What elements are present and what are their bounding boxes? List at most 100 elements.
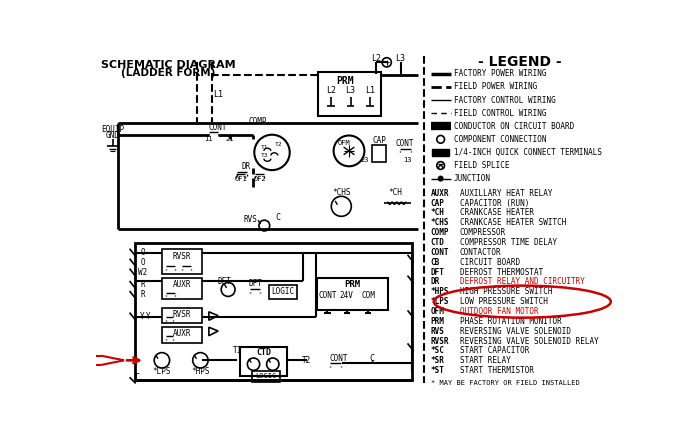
- Text: *CHS: *CHS: [332, 188, 351, 197]
- Text: *CH: *CH: [389, 188, 402, 197]
- Text: LOGIC: LOGIC: [272, 287, 294, 296]
- Text: CONDUCTOR ON CIRCUIT BOARD: CONDUCTOR ON CIRCUIT BOARD: [453, 122, 574, 131]
- Text: FIELD SPLICE: FIELD SPLICE: [453, 161, 509, 170]
- Text: (LADDER FORM): (LADDER FORM): [121, 68, 215, 78]
- Text: LOGIC: LOGIC: [255, 374, 276, 379]
- Bar: [318, 72, 382, 116]
- Text: HIGH PRESSURE SWITCH: HIGH PRESSURE SWITCH: [460, 287, 553, 296]
- Bar: [239, 347, 287, 376]
- Text: R: R: [140, 280, 145, 290]
- Text: FACTORY POWER WIRING: FACTORY POWER WIRING: [453, 69, 547, 78]
- Text: OUTDOOR FAN MOTOR: OUTDOOR FAN MOTOR: [460, 307, 538, 316]
- Text: FIELD CONTROL WIRING: FIELD CONTROL WIRING: [453, 109, 547, 118]
- Text: CONT: CONT: [209, 123, 227, 132]
- Text: LOW PRESSURE SWITCH: LOW PRESSURE SWITCH: [460, 297, 548, 306]
- Text: DEFROST RELAY AND CIRCUITRY: DEFROST RELAY AND CIRCUITRY: [460, 277, 585, 286]
- Text: T2: T2: [274, 142, 282, 147]
- Text: CONT: CONT: [330, 354, 348, 363]
- Bar: [269, 285, 297, 299]
- Text: COM: COM: [361, 291, 376, 300]
- Bar: [162, 327, 202, 343]
- Text: DR: DR: [242, 162, 251, 171]
- Text: CTD: CTD: [256, 348, 271, 357]
- Text: COMP: COMP: [431, 228, 449, 237]
- Text: L3: L3: [345, 86, 356, 95]
- Text: OFM: OFM: [337, 140, 350, 146]
- Text: Y: Y: [146, 312, 150, 321]
- Text: * MAY BE FACTORY OR FIELD INSTALLED: * MAY BE FACTORY OR FIELD INSTALLED: [431, 381, 579, 386]
- Text: C: C: [369, 354, 375, 363]
- Bar: [317, 278, 389, 310]
- Text: RVSR: RVSR: [431, 337, 449, 346]
- Text: *LPS: *LPS: [431, 297, 449, 306]
- Text: CRANKCASE HEATER SWITCH: CRANKCASE HEATER SWITCH: [460, 218, 566, 227]
- Text: W2: W2: [138, 268, 147, 277]
- Text: L1: L1: [365, 86, 375, 95]
- Text: CRANKCASE HEATER: CRANKCASE HEATER: [460, 208, 534, 218]
- Bar: [432, 149, 449, 156]
- Text: 1/4-INCH QUICK CONNECT TERMINALS: 1/4-INCH QUICK CONNECT TERMINALS: [453, 148, 602, 157]
- Text: DR: DR: [431, 277, 440, 286]
- Text: RVS: RVS: [431, 327, 445, 336]
- Text: *LPS: *LPS: [153, 368, 171, 376]
- Text: *CHS: *CHS: [431, 218, 449, 227]
- Bar: [162, 278, 202, 300]
- Text: PRM: PRM: [337, 76, 354, 86]
- Text: DFT: DFT: [431, 268, 445, 276]
- Text: T1: T1: [233, 346, 242, 355]
- Text: RVS: RVS: [244, 215, 257, 224]
- Text: CB: CB: [431, 258, 440, 267]
- Text: AUXR: AUXR: [172, 329, 191, 338]
- Text: FIELD POWER WIRING: FIELD POWER WIRING: [453, 82, 537, 92]
- Bar: [252, 371, 280, 382]
- Text: *HPS: *HPS: [431, 287, 449, 296]
- Text: *HPS: *HPS: [191, 368, 210, 376]
- Text: COMPRESSOR TIME DELAY: COMPRESSOR TIME DELAY: [460, 238, 557, 247]
- Text: 21: 21: [226, 136, 234, 142]
- Text: START THERMISTOR: START THERMISTOR: [460, 366, 534, 375]
- Bar: [162, 308, 202, 324]
- Text: REVERSING VALVE SOLENOID: REVERSING VALVE SOLENOID: [460, 327, 571, 336]
- Text: 23: 23: [360, 157, 369, 163]
- Text: L1: L1: [213, 90, 224, 99]
- Text: C: C: [135, 373, 140, 382]
- Text: OF1: OF1: [235, 177, 248, 182]
- Text: DFT: DFT: [218, 276, 231, 286]
- Text: REVERSING VALVE SOLENOID RELAY: REVERSING VALVE SOLENOID RELAY: [460, 337, 598, 346]
- Text: - LEGEND -: - LEGEND -: [478, 54, 562, 68]
- Bar: [372, 145, 386, 162]
- Text: RVSR: RVSR: [172, 252, 191, 261]
- Text: AUXILLARY HEAT RELAY: AUXILLARY HEAT RELAY: [460, 189, 553, 198]
- Text: DEFROST THERMOSTAT: DEFROST THERMOSTAT: [460, 268, 543, 276]
- Text: CONT: CONT: [318, 291, 337, 300]
- Text: Y: Y: [140, 312, 145, 321]
- Text: CONT: CONT: [396, 139, 415, 148]
- Bar: [162, 249, 202, 274]
- Text: OFM: OFM: [431, 307, 445, 316]
- Text: COMPONENT CONNECTION: COMPONENT CONNECTION: [453, 135, 547, 144]
- Text: *SR: *SR: [431, 356, 445, 365]
- Text: L3: L3: [395, 54, 406, 63]
- Text: CAPACITOR (RUN): CAPACITOR (RUN): [460, 198, 529, 208]
- Text: GND: GND: [106, 131, 120, 140]
- Text: *SC: *SC: [431, 347, 445, 355]
- Text: RVSR: RVSR: [172, 310, 191, 319]
- Text: CONTACTOR: CONTACTOR: [460, 248, 501, 257]
- Text: *ST: *ST: [431, 366, 445, 375]
- Text: T2: T2: [302, 356, 311, 365]
- Circle shape: [438, 176, 443, 181]
- Text: START CAPACITOR: START CAPACITOR: [460, 347, 529, 355]
- Text: O: O: [140, 248, 145, 257]
- Text: PRM: PRM: [344, 280, 360, 290]
- Text: L2: L2: [326, 86, 337, 95]
- Text: OF2: OF2: [254, 177, 267, 182]
- Text: AUXR: AUXR: [431, 189, 449, 198]
- Text: CAP: CAP: [431, 198, 445, 208]
- Text: T1: T1: [261, 144, 268, 150]
- Text: 24V: 24V: [340, 291, 354, 300]
- Text: AUXR: AUXR: [172, 280, 191, 290]
- Text: COMPRESSOR: COMPRESSOR: [460, 228, 506, 237]
- Text: CTD: CTD: [431, 238, 445, 247]
- Bar: [135, 243, 412, 380]
- Text: 11: 11: [204, 136, 212, 142]
